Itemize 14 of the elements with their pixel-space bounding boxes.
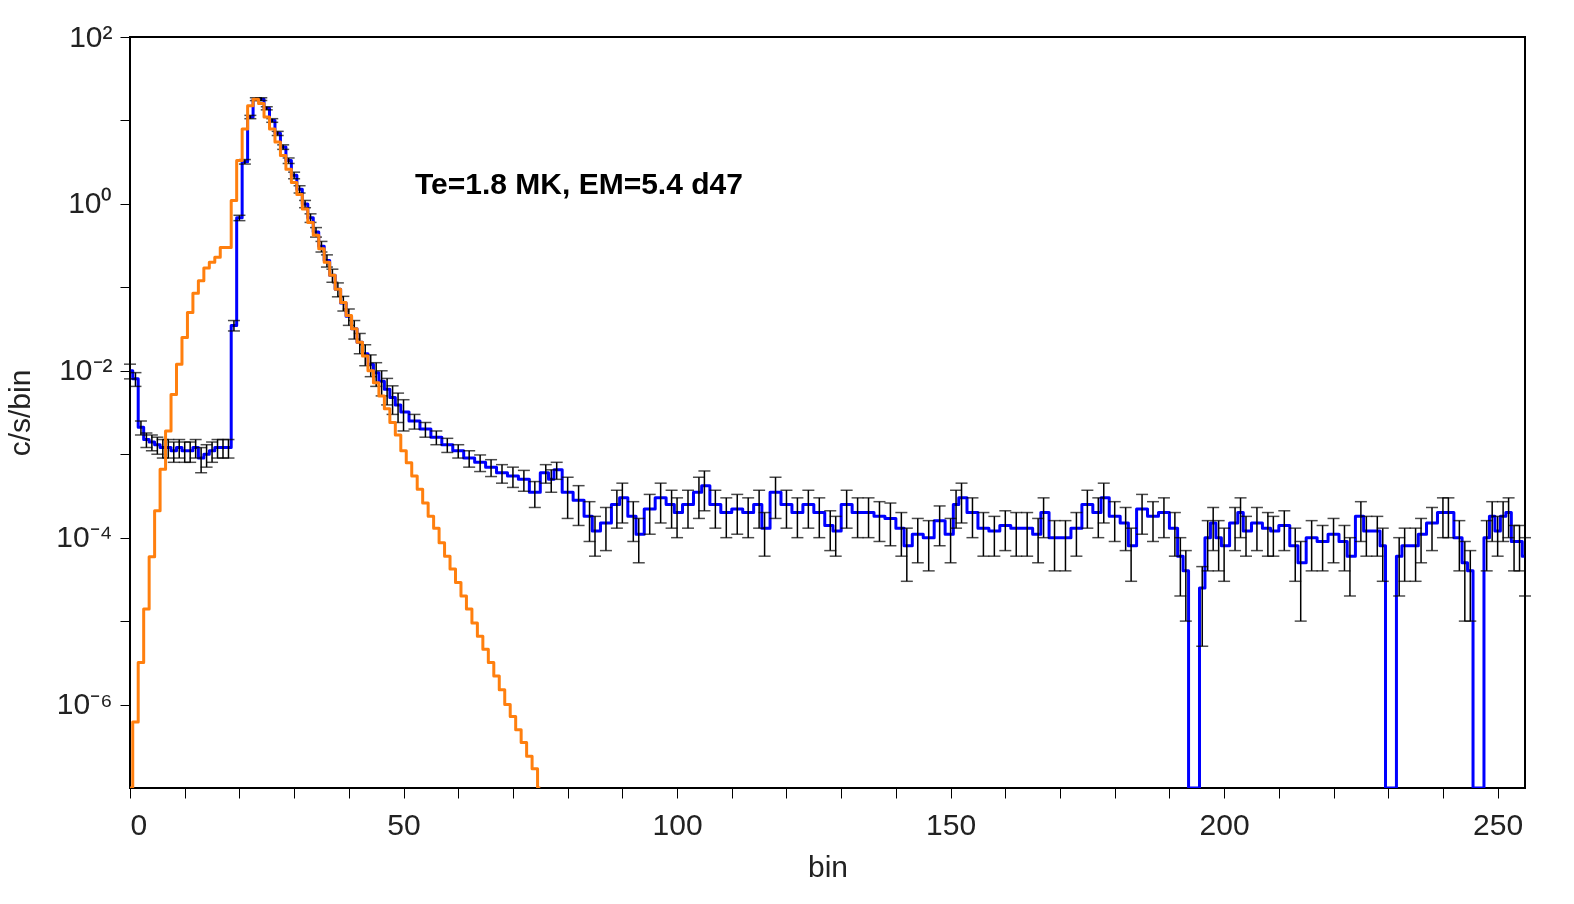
x-tick-label: 150: [926, 807, 977, 841]
x-tick-label: 200: [1199, 807, 1250, 841]
y-axis-title: c/s/bin: [3, 369, 37, 457]
x-tick-label: 250: [1473, 807, 1524, 841]
y-tick-label: 10⁻⁶: [56, 687, 113, 721]
y-tick-label: 10⁰: [68, 186, 113, 220]
x-tick-label: 50: [387, 807, 421, 841]
y-tick-label: 10²: [69, 19, 113, 53]
annotation: Te=1.8 MK, EM=5.4 d47: [415, 167, 743, 200]
x-axis-title: bin: [807, 849, 849, 883]
x-tick-label: 0: [130, 807, 148, 841]
y-tick-label: 10⁻⁴: [56, 520, 113, 554]
x-tick-label: 100: [652, 807, 703, 841]
y-tick-label: 10⁻²: [59, 353, 113, 387]
